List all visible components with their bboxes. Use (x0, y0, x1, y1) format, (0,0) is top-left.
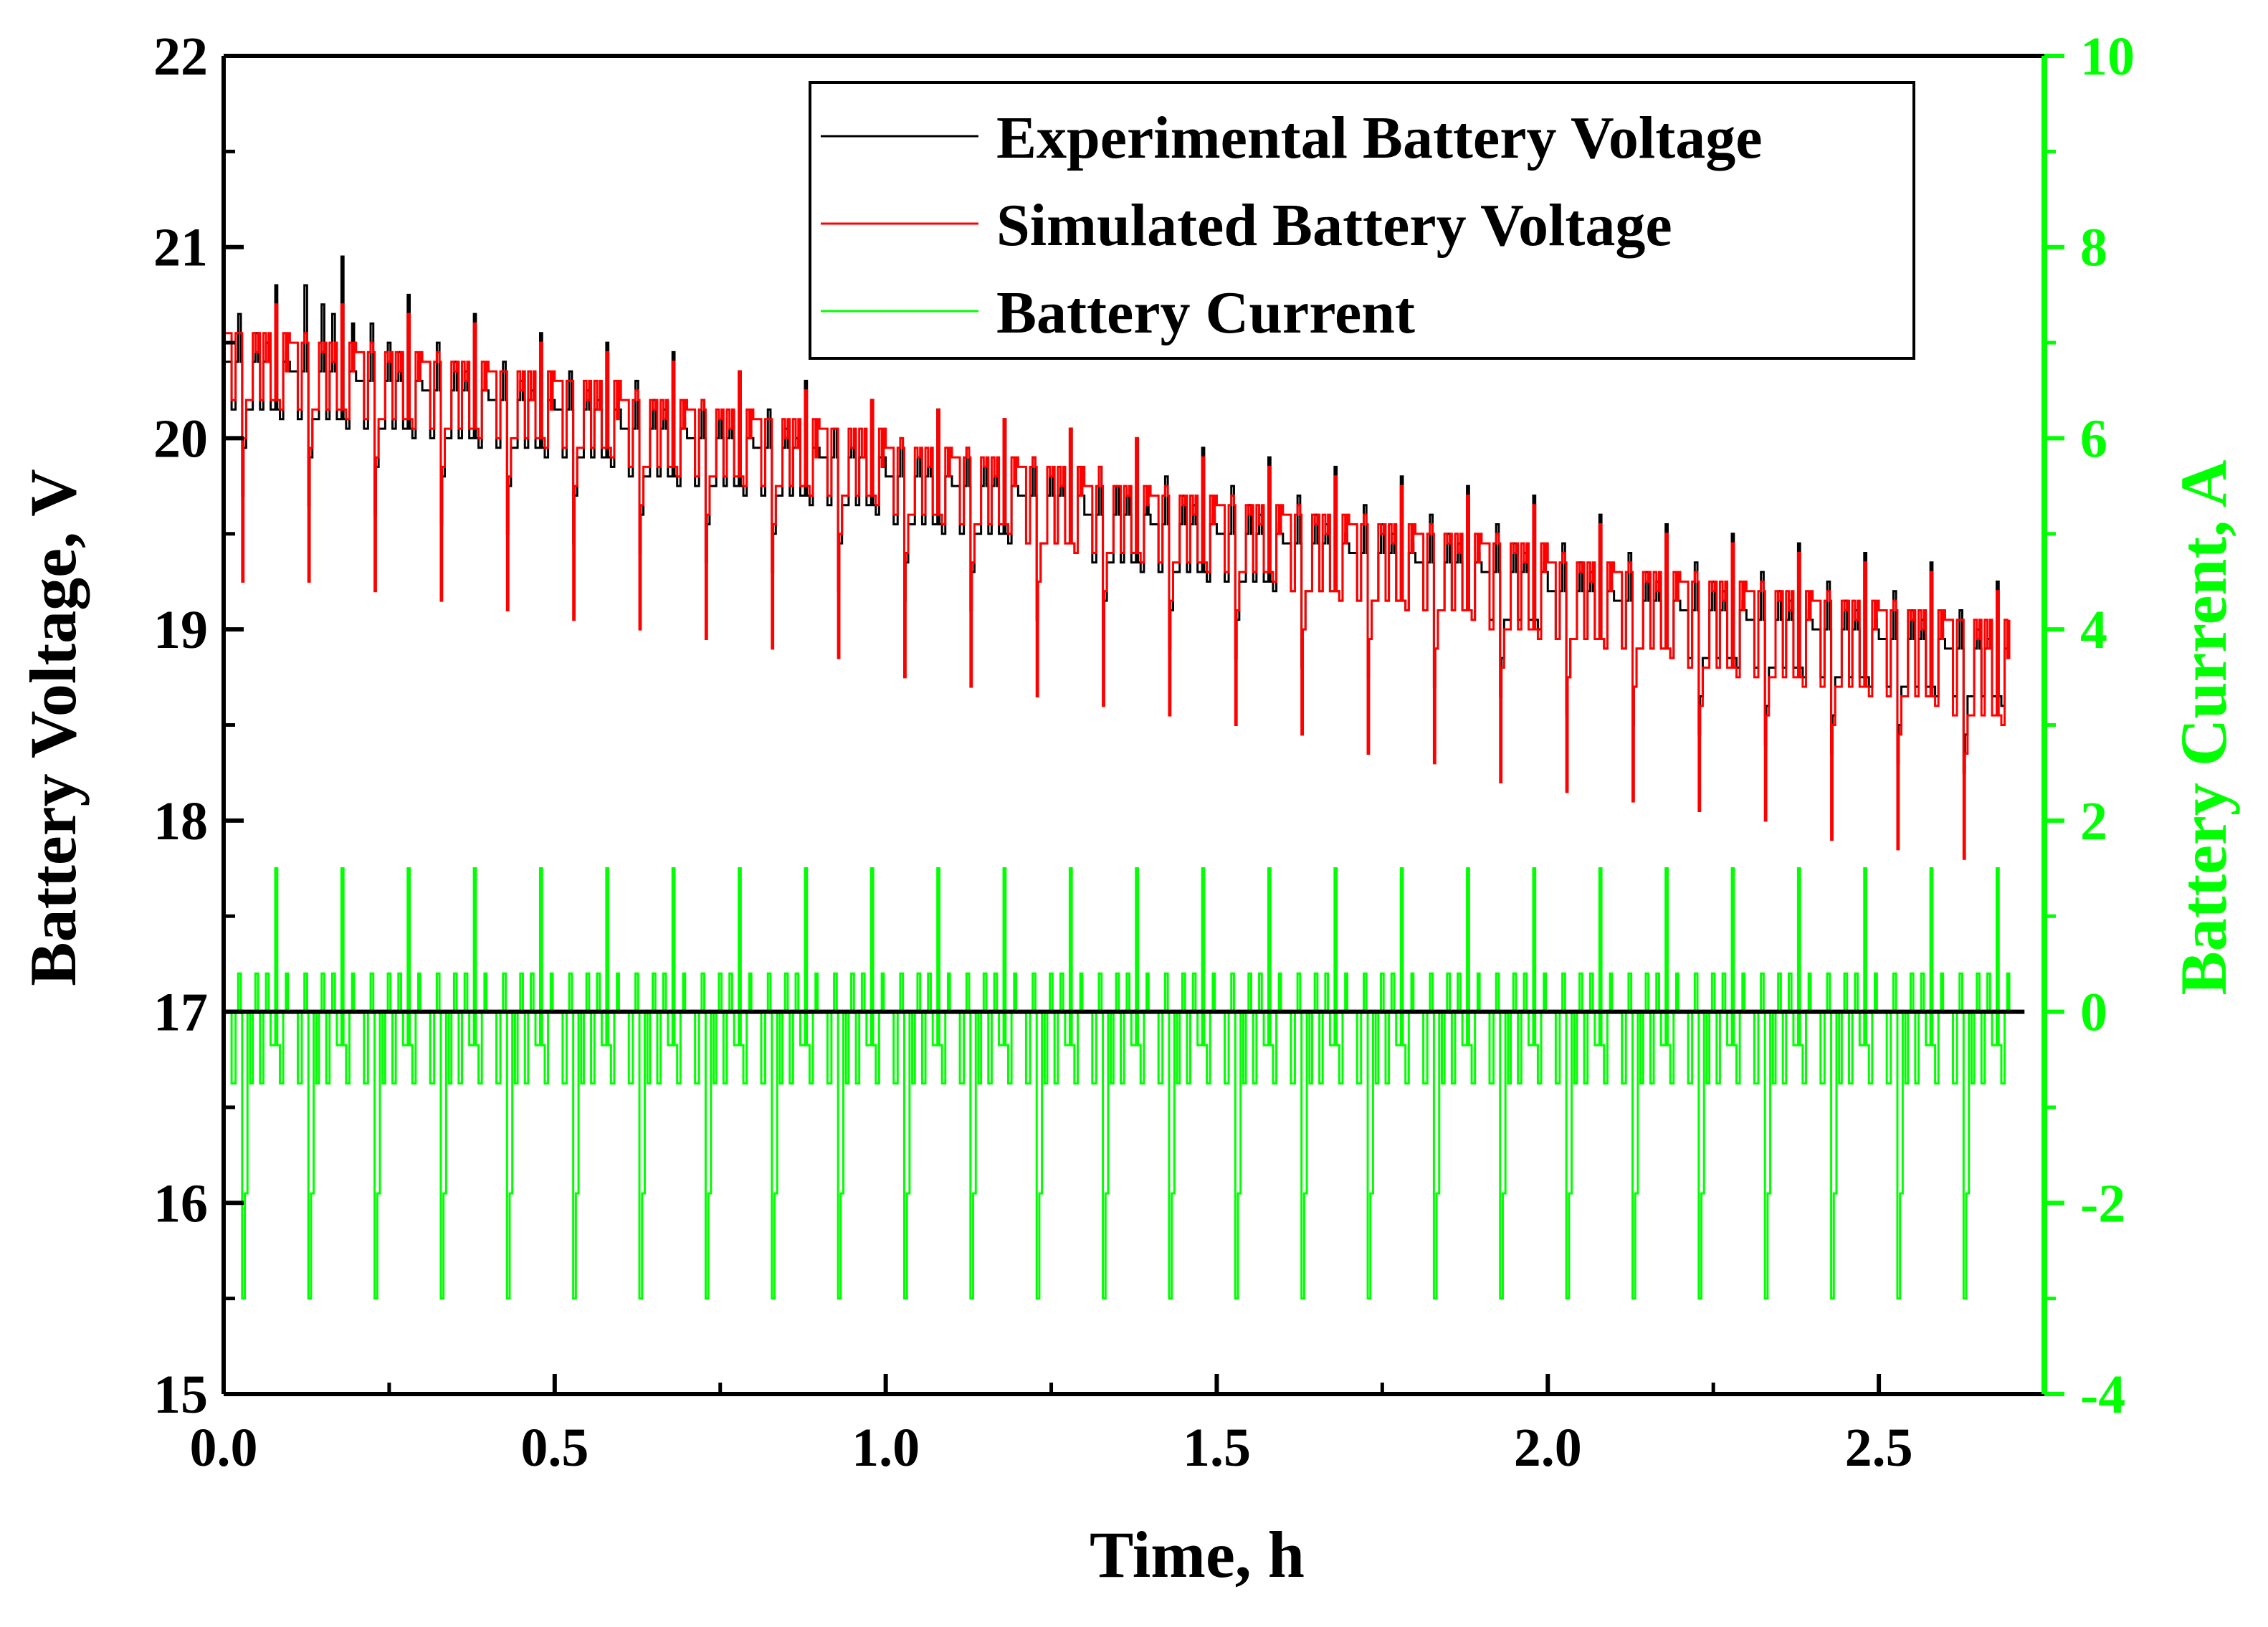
y-axis-title: Battery Voltage, V (16, 469, 90, 986)
y2-tick-label: -4 (2080, 1365, 2125, 1425)
y-tick-label: 21 (153, 218, 208, 278)
x-tick-label: 1.5 (1183, 1418, 1251, 1478)
simulated-voltage-line (224, 303, 2011, 860)
battery-current-line (224, 867, 2011, 1300)
y-tick-label: 16 (153, 1173, 208, 1234)
legend-label: Simulated Battery Voltage (996, 192, 1672, 259)
x-axis-title: Time, h (1090, 1518, 1305, 1591)
y2-tick-label: 2 (2080, 791, 2107, 851)
y2-tick-label: 4 (2080, 600, 2107, 660)
legend-label: Battery Current (996, 280, 1415, 346)
y2-tick-label: 0 (2080, 983, 2107, 1043)
y-tick-label: 19 (153, 600, 208, 660)
y-tick-label: 20 (153, 409, 208, 469)
axes-layer: 15 16 17 18 19 20 21 22 -4 -2 0 2 4 6 8 10 0.0 0.5 1.0 1.5 2… (16, 27, 2240, 1591)
y2-tick-label: 8 (2080, 218, 2107, 278)
x-tick-label: 0.5 (520, 1418, 589, 1478)
y-tick-label: 22 (153, 27, 208, 87)
y2-tick-label: 10 (2080, 27, 2135, 87)
y2-axis-title: Battery Current, A (2167, 460, 2240, 996)
series-layer (224, 255, 2025, 1300)
x-tick-label: 0.0 (190, 1418, 258, 1478)
x-tick-label: 1.0 (852, 1418, 920, 1478)
y-tick-label: 17 (153, 983, 208, 1043)
x-tick-label: 2.0 (1514, 1418, 1582, 1478)
legend-box (809, 81, 1915, 360)
y2-tick-label: -2 (2080, 1173, 2125, 1234)
x-tick-label: 2.5 (1845, 1418, 1913, 1478)
y-tick-label: 18 (153, 791, 208, 851)
y-tick-label: 15 (153, 1365, 208, 1425)
y2-tick-label: 6 (2080, 409, 2107, 469)
legend-label: Experimental Battery Voltage (996, 105, 1763, 171)
legend: Experimental Battery Voltage Simulated Ba… (809, 81, 1915, 360)
